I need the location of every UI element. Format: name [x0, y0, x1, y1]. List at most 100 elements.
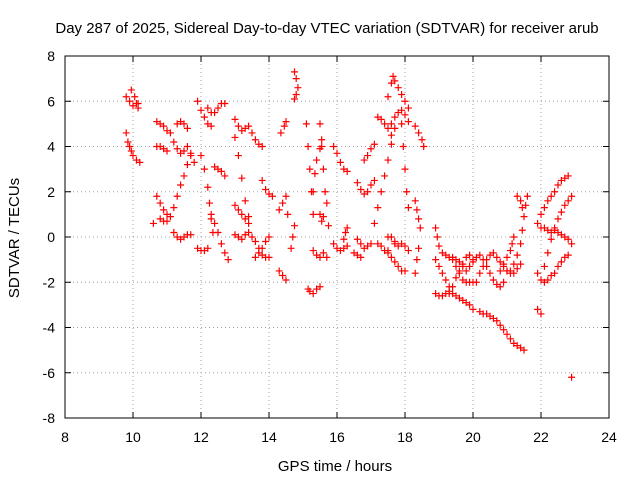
- data-point: [391, 258, 399, 266]
- series-s26: [275, 267, 290, 284]
- data-point: [149, 219, 157, 227]
- series-s25: [277, 118, 290, 137]
- data-point: [564, 251, 572, 259]
- data-point: [279, 271, 287, 279]
- data-point: [564, 235, 572, 243]
- data-point: [136, 158, 144, 166]
- data-point: [340, 235, 348, 243]
- x-tick-label: 10: [125, 429, 141, 445]
- data-point: [342, 228, 349, 236]
- data-point: [401, 97, 409, 105]
- data-point: [537, 310, 545, 318]
- data-point: [403, 188, 411, 196]
- data-point: [187, 231, 195, 239]
- data-point: [496, 267, 504, 275]
- data-point: [221, 100, 229, 108]
- data-point: [282, 276, 290, 284]
- data-point: [503, 330, 511, 338]
- data-point: [255, 249, 263, 257]
- series-s4: [153, 192, 174, 221]
- data-point: [287, 244, 295, 252]
- data-point: [394, 262, 402, 270]
- data-point: [416, 224, 424, 232]
- data-point: [517, 197, 525, 205]
- data-point: [459, 260, 467, 268]
- data-point: [319, 213, 327, 221]
- data-point: [234, 152, 242, 160]
- data-point: [508, 240, 516, 248]
- data-point: [367, 240, 375, 248]
- series-s5: [149, 215, 171, 227]
- data-point: [319, 249, 327, 257]
- data-point: [127, 86, 135, 94]
- y-tick-label: 6: [47, 93, 55, 109]
- data-point: [466, 251, 474, 259]
- data-point: [200, 113, 208, 121]
- data-point: [435, 262, 443, 270]
- data-point: [404, 204, 412, 212]
- data-point: [413, 256, 421, 264]
- series-s39: [353, 235, 375, 252]
- data-point: [204, 183, 212, 191]
- data-point: [469, 305, 477, 313]
- series-s41: [360, 140, 378, 164]
- data-point: [387, 233, 395, 241]
- data-point: [292, 75, 300, 83]
- data-point: [177, 181, 185, 189]
- data-point: [401, 165, 409, 173]
- data-points: [122, 68, 576, 381]
- data-point: [126, 143, 134, 150]
- data-point: [206, 199, 213, 207]
- data-point: [131, 93, 139, 101]
- data-point: [518, 226, 526, 234]
- data-point: [214, 104, 222, 112]
- series-s7: [153, 143, 171, 155]
- data-point: [415, 244, 423, 252]
- series-s27: [287, 222, 298, 252]
- data-point: [418, 136, 426, 144]
- data-point: [265, 233, 273, 241]
- data-point: [245, 122, 253, 130]
- y-tick-label: 0: [47, 229, 55, 245]
- data-point: [360, 156, 368, 164]
- data-point: [204, 104, 212, 112]
- series-s47: [387, 106, 412, 128]
- series-s71: [568, 373, 576, 381]
- data-point: [336, 158, 344, 166]
- data-point: [221, 249, 229, 257]
- data-point: [323, 199, 331, 207]
- data-point: [258, 143, 266, 150]
- data-point: [160, 206, 168, 214]
- series-s48: [398, 120, 412, 212]
- data-point: [554, 215, 562, 223]
- data-point: [156, 199, 164, 207]
- data-point: [523, 192, 531, 200]
- data-point: [173, 145, 181, 153]
- data-point: [534, 269, 542, 277]
- data-point: [204, 244, 212, 252]
- data-point: [510, 269, 518, 277]
- data-point: [224, 256, 232, 264]
- data-point: [479, 262, 487, 270]
- plot-frame: [64, 55, 610, 419]
- grid: [65, 56, 609, 418]
- data-point: [302, 120, 310, 128]
- data-point: [309, 290, 317, 298]
- data-point: [277, 129, 285, 137]
- data-point: [282, 118, 290, 126]
- data-point: [398, 120, 406, 128]
- data-point: [547, 235, 555, 243]
- data-point: [496, 283, 504, 291]
- data-point: [384, 247, 392, 255]
- data-point: [374, 204, 382, 212]
- data-point: [554, 262, 562, 270]
- data-point: [420, 143, 428, 150]
- data-point: [449, 256, 457, 264]
- data-point: [534, 305, 542, 313]
- data-point: [445, 290, 453, 298]
- data-point: [353, 179, 361, 187]
- data-point: [452, 262, 460, 270]
- data-point: [551, 188, 559, 196]
- x-tick-label: 22: [533, 429, 549, 445]
